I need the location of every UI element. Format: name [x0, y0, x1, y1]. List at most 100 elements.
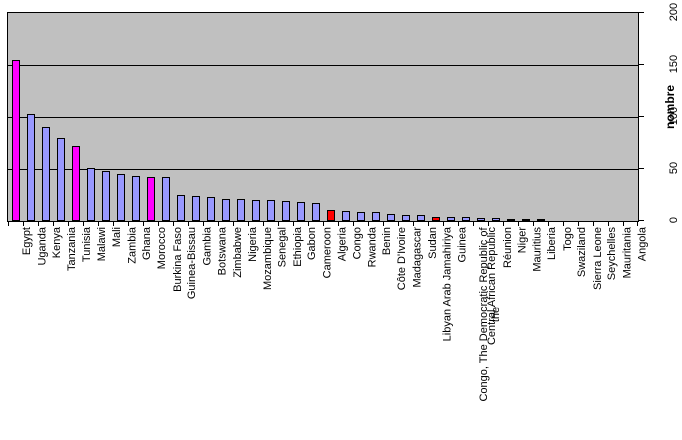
bar-libyan-arab-jamahiriya[interactable] [431, 217, 440, 221]
category-slot [623, 13, 638, 221]
y-axis-tick [639, 64, 644, 65]
bar-niger[interactable] [506, 219, 515, 221]
x-axis-tick [218, 222, 219, 226]
bar-central-african-republic[interactable] [476, 218, 485, 221]
category-slot [563, 13, 578, 221]
x-axis-tick [488, 222, 489, 226]
x-axis-tick [98, 222, 99, 226]
bar-zambia[interactable] [116, 174, 125, 221]
category-slot [473, 13, 488, 221]
x-axis-tick [53, 222, 54, 226]
bar-guinea[interactable] [446, 217, 455, 221]
bar-congo-the-democratic-republic-of-the[interactable] [461, 217, 470, 221]
x-axis-label-swaziland: Swaziland [576, 227, 589, 278]
x-axis-tick [353, 222, 354, 226]
y-axis-tick [639, 116, 644, 117]
bar-morocco[interactable] [146, 177, 155, 221]
bar-tanzania[interactable] [56, 138, 65, 221]
gridline-100 [8, 117, 638, 118]
bar-congo[interactable] [341, 211, 350, 221]
y-axis-tick-label-0: 0 [668, 216, 680, 224]
x-axis-tick [293, 222, 294, 226]
x-axis-label-botswana: Botswana [216, 227, 229, 276]
bar-zimbabwe[interactable] [221, 199, 230, 221]
bar-madagascar[interactable] [401, 215, 410, 221]
bar-malawi[interactable] [86, 168, 95, 221]
bar-gambia[interactable] [191, 196, 200, 221]
category-slot [323, 13, 338, 221]
bar-rwanda[interactable] [356, 212, 365, 221]
x-axis-label-zambia: Zambia [126, 227, 139, 264]
category-slot [413, 13, 428, 221]
x-axis-tick [503, 222, 504, 226]
bar-botswana[interactable] [206, 197, 215, 221]
bar-burkina-faso[interactable] [161, 177, 170, 221]
category-slot [503, 13, 518, 221]
x-axis-tick [458, 222, 459, 226]
x-axis-label-kenya: Kenya [51, 227, 64, 259]
category-slot [68, 13, 83, 221]
category-slot [398, 13, 413, 221]
bar-kenya[interactable] [41, 127, 50, 221]
bar-liberia[interactable] [536, 219, 545, 221]
bar-benin[interactable] [371, 212, 380, 221]
category-slot [443, 13, 458, 221]
y-axis-tick [639, 12, 644, 13]
x-axis-label-guinea: Guinea [456, 227, 469, 263]
x-axis-tick [578, 222, 579, 226]
x-axis-label-guinea-bissau: Guinea-Bissau [186, 227, 199, 300]
bar-sudan[interactable] [416, 215, 425, 221]
bars-container [8, 13, 638, 221]
category-slot [593, 13, 608, 221]
bar-uganda[interactable] [26, 114, 35, 221]
x-axis-tick [248, 222, 249, 226]
x-axis-label-libyan-arab-jamahiriya: Libyan Arab Jamahiriya [441, 227, 454, 342]
y-axis-tick [639, 220, 644, 221]
x-axis-tick [338, 222, 339, 226]
category-slot [218, 13, 233, 221]
category-slot [338, 13, 353, 221]
x-axis-label-mauritius: Mauritius [531, 227, 544, 272]
x-axis-label-togo: Togo [561, 227, 574, 251]
bar-c-te-d-ivoire[interactable] [386, 214, 395, 221]
y-axis-tick-label-150: 150 [668, 54, 680, 74]
bar-nigeria[interactable] [236, 199, 245, 221]
bar-tunisia[interactable] [71, 146, 80, 221]
x-axis-label-sudan: Sudan [426, 227, 439, 259]
x-axis-tick [518, 222, 519, 226]
bar-egypt[interactable] [11, 60, 20, 221]
bar-mozambique[interactable] [251, 200, 260, 221]
x-axis-tick [443, 222, 444, 226]
bar-algeria[interactable] [326, 210, 335, 221]
bar-cameroon[interactable] [311, 203, 320, 221]
category-slot [173, 13, 188, 221]
x-axis-label-burkina-faso: Burkina Faso [171, 227, 184, 292]
x-axis-tick [308, 222, 309, 226]
x-axis-tick [113, 222, 114, 226]
category-slot [203, 13, 218, 221]
bar-gabon[interactable] [296, 202, 305, 221]
x-axis-label-niger: Niger [516, 227, 529, 254]
bar-ghana[interactable] [131, 176, 140, 221]
y-axis-tick-label-50: 50 [668, 161, 680, 175]
x-axis-label-mauritania: Mauritania [621, 227, 634, 279]
bar-ethiopia[interactable] [281, 201, 290, 221]
category-slot [83, 13, 98, 221]
y-axis-tick-label-200: 200 [668, 2, 680, 22]
category-slot [38, 13, 53, 221]
bar-r-union[interactable] [491, 218, 500, 221]
bar-mali[interactable] [101, 171, 110, 221]
bar-mauritius[interactable] [521, 219, 530, 221]
category-slot [548, 13, 563, 221]
bar-guinea-bissau[interactable] [176, 195, 185, 221]
y-axis-title: nombre [663, 85, 677, 130]
x-axis-label-rwanda: Rwanda [366, 227, 379, 268]
x-axis-tick [68, 222, 69, 226]
x-axis-tick [128, 222, 129, 226]
x-axis-tick [368, 222, 369, 226]
x-axis-label-zimbabwe: Zimbabwe [231, 227, 244, 278]
bar-senegal[interactable] [266, 200, 275, 221]
x-axis-tick [203, 222, 204, 226]
x-axis-label-egypt: Egypt [21, 227, 34, 256]
